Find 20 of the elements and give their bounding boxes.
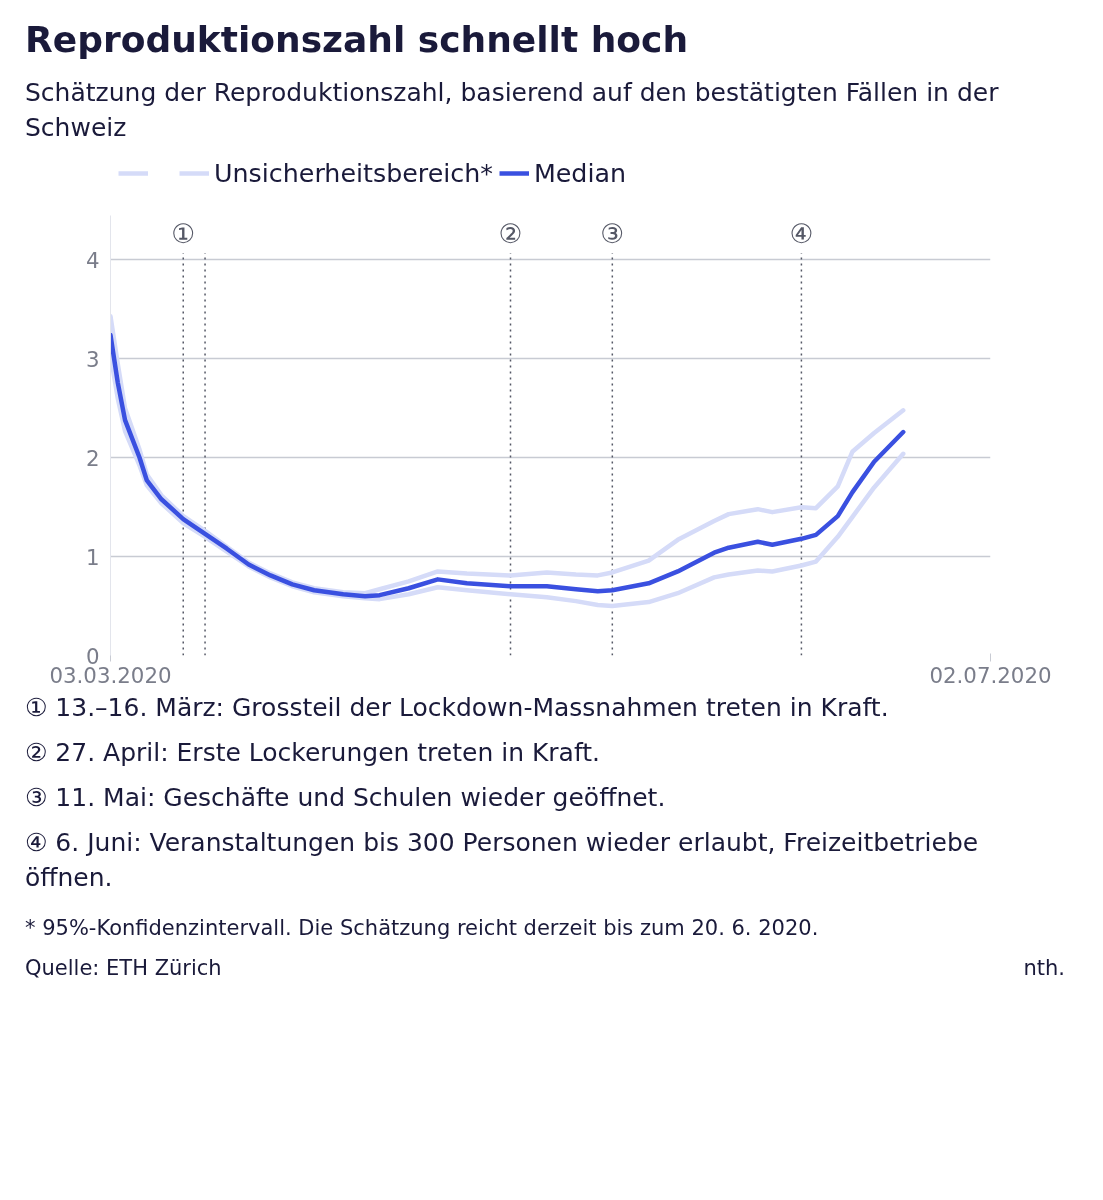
text: ① 13.–16. März: Grossteil der Lockdown-Massnahmen treten in Kraft.: [25, 692, 889, 725]
text: * 95%-Konfidenzintervall. Die Schätzung reicht derzeit bis zum 20. 6. 2020.: [25, 915, 819, 943]
text: ③ 11. Mai: Geschäfte und Schulen wieder geöffnet.: [25, 782, 666, 815]
chart-subtitle: Schätzung der Reproduktionszahl, basierend auf den bestätigten Fällen in der Schweiz: [25, 77, 1000, 145]
y-tick-label: 3: [85, 347, 100, 373]
text: ② 27. April: Erste Lockerungen treten in Kraft.: [25, 737, 601, 770]
y-tick-label: 2: [85, 446, 100, 472]
ref-line-label: ④: [789, 217, 814, 249]
ref-line-label: ①: [171, 217, 196, 249]
y-tick-label: 1: [85, 545, 100, 571]
legend-label: Median: [533, 158, 627, 189]
x-tick-label: 02.07.2020: [929, 662, 1052, 688]
source-note: Quelle: ETH Zürich: [25, 954, 222, 982]
ref-line-label: ②: [498, 217, 523, 249]
text: ④ 6. Juni: Veranstaltungen bis 300 Personen wieder erlaubt, Freizeitbetriebe öffnen.: [25, 827, 980, 895]
legend-label: Unsicherheitsbereich*: [214, 158, 493, 189]
chart-title: Reproduktionszahl schnellt hoch: [25, 18, 689, 62]
ref-line-label: ③: [600, 217, 625, 249]
y-tick-label: 4: [85, 248, 100, 274]
text: nth.: [1023, 954, 1065, 982]
